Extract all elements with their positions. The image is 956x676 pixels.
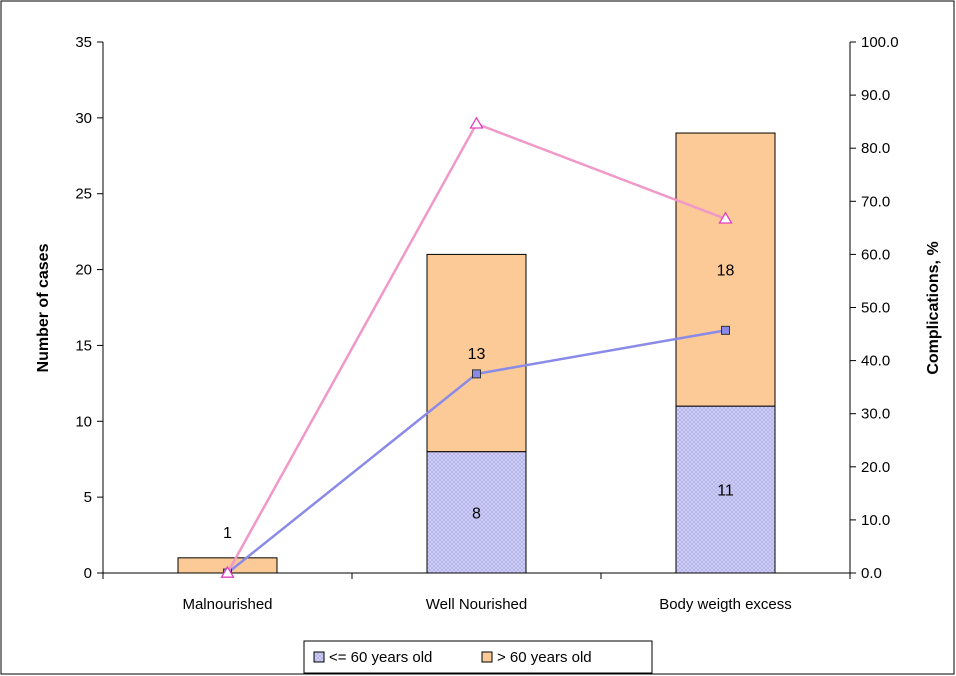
- data-label: 11: [717, 483, 734, 500]
- data-label: 18: [717, 263, 735, 280]
- data-label: 8: [472, 505, 481, 522]
- legend-label: <= 60 years old: [329, 649, 432, 666]
- left-tick-label: 25: [75, 186, 92, 203]
- legend-swatch: [314, 652, 324, 662]
- right-tick-label: 20.0: [861, 459, 890, 476]
- legend-label: > 60 years old: [497, 649, 592, 666]
- left-tick-label: 30: [75, 110, 92, 127]
- left-tick-label: 15: [75, 337, 92, 354]
- legend: <= 60 years old > 60 years old: [304, 641, 652, 673]
- line-point: [473, 370, 481, 378]
- left-tick-label: 10: [75, 413, 92, 430]
- left-axis-title: Number of cases: [35, 243, 52, 372]
- line-point: [722, 326, 730, 334]
- data-label: 1: [223, 525, 232, 542]
- left-tick-label: 20: [75, 262, 92, 279]
- left-tick-label: 35: [75, 34, 92, 51]
- right-tick-label: 80.0: [861, 140, 890, 157]
- right-tick-label: 100.0: [861, 34, 899, 51]
- legend-swatch: [482, 652, 492, 662]
- left-tick-label: 5: [84, 489, 92, 506]
- left-tick-label: 0: [84, 565, 92, 582]
- right-tick-label: 70.0: [861, 193, 890, 210]
- x-tick-label: Malnourished: [182, 596, 272, 613]
- right-tick-label: 50.0: [861, 300, 890, 317]
- right-tick-label: 10.0: [861, 512, 890, 529]
- right-axis-title: Complications, %: [925, 241, 942, 374]
- right-tick-label: 90.0: [861, 87, 890, 104]
- right-tick-label: 30.0: [861, 406, 890, 423]
- x-tick-label: Body weigth excess: [659, 596, 792, 613]
- x-tick-label: Well Nourished: [426, 596, 527, 613]
- right-tick-label: 40.0: [861, 353, 890, 370]
- right-tick-label: 60.0: [861, 246, 890, 263]
- right-tick-label: 0.0: [861, 565, 882, 582]
- data-label: 13: [468, 346, 486, 363]
